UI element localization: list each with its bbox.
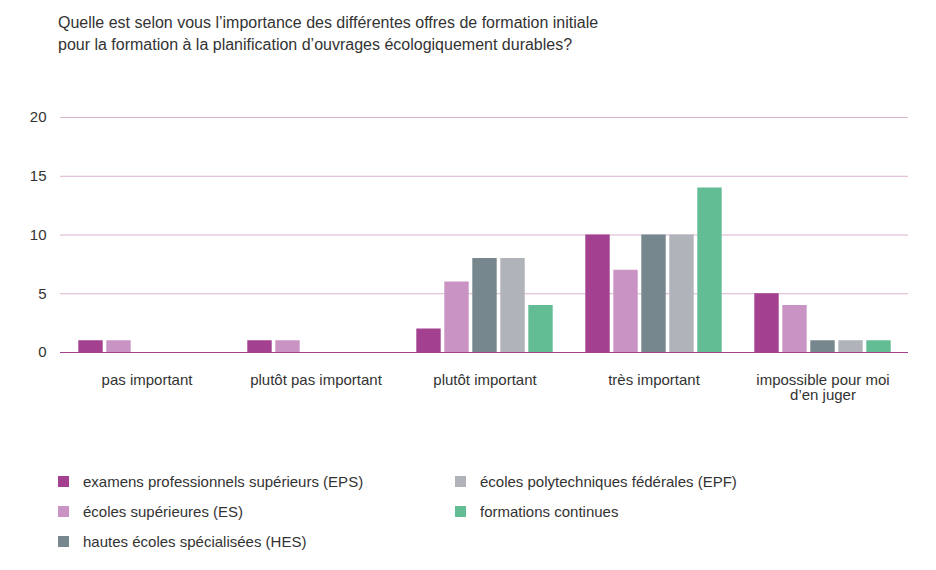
html-text:examens professionnels supérie: examens professionnels supérieurs (EPS): [83, 472, 364, 490]
html-text:écoles polytechniques fédérale: écoles polytechniques fédérales (EPF): [480, 472, 737, 490]
svg-text:10: 10: [30, 226, 47, 243]
svg-text:20: 20: [30, 108, 47, 125]
html-text:hautes écoles spécialisées (HE: hautes écoles spécialisées (HES): [83, 532, 307, 550]
svg-text:plutôt pas important: plutôt pas important: [250, 371, 383, 388]
svg-text:5: 5: [38, 285, 46, 302]
html-text:écoles supérieures (ES): écoles supérieures (ES): [83, 502, 244, 520]
svg-text:plutôt important: plutôt important: [433, 371, 537, 388]
svg-text:0: 0: [38, 343, 46, 360]
html-text:Quelle est selon vous l’import: Quelle est selon vous l’importance des d…: [58, 14, 599, 53]
svg-text:très important: très important: [608, 371, 701, 388]
html-text:formations continues: formations continues: [480, 502, 619, 520]
svg-text:pas important: pas important: [102, 371, 194, 388]
svg-text:impossible pour moid’en juger: impossible pour moid’en juger: [756, 371, 889, 403]
svg-text:15: 15: [30, 167, 47, 184]
